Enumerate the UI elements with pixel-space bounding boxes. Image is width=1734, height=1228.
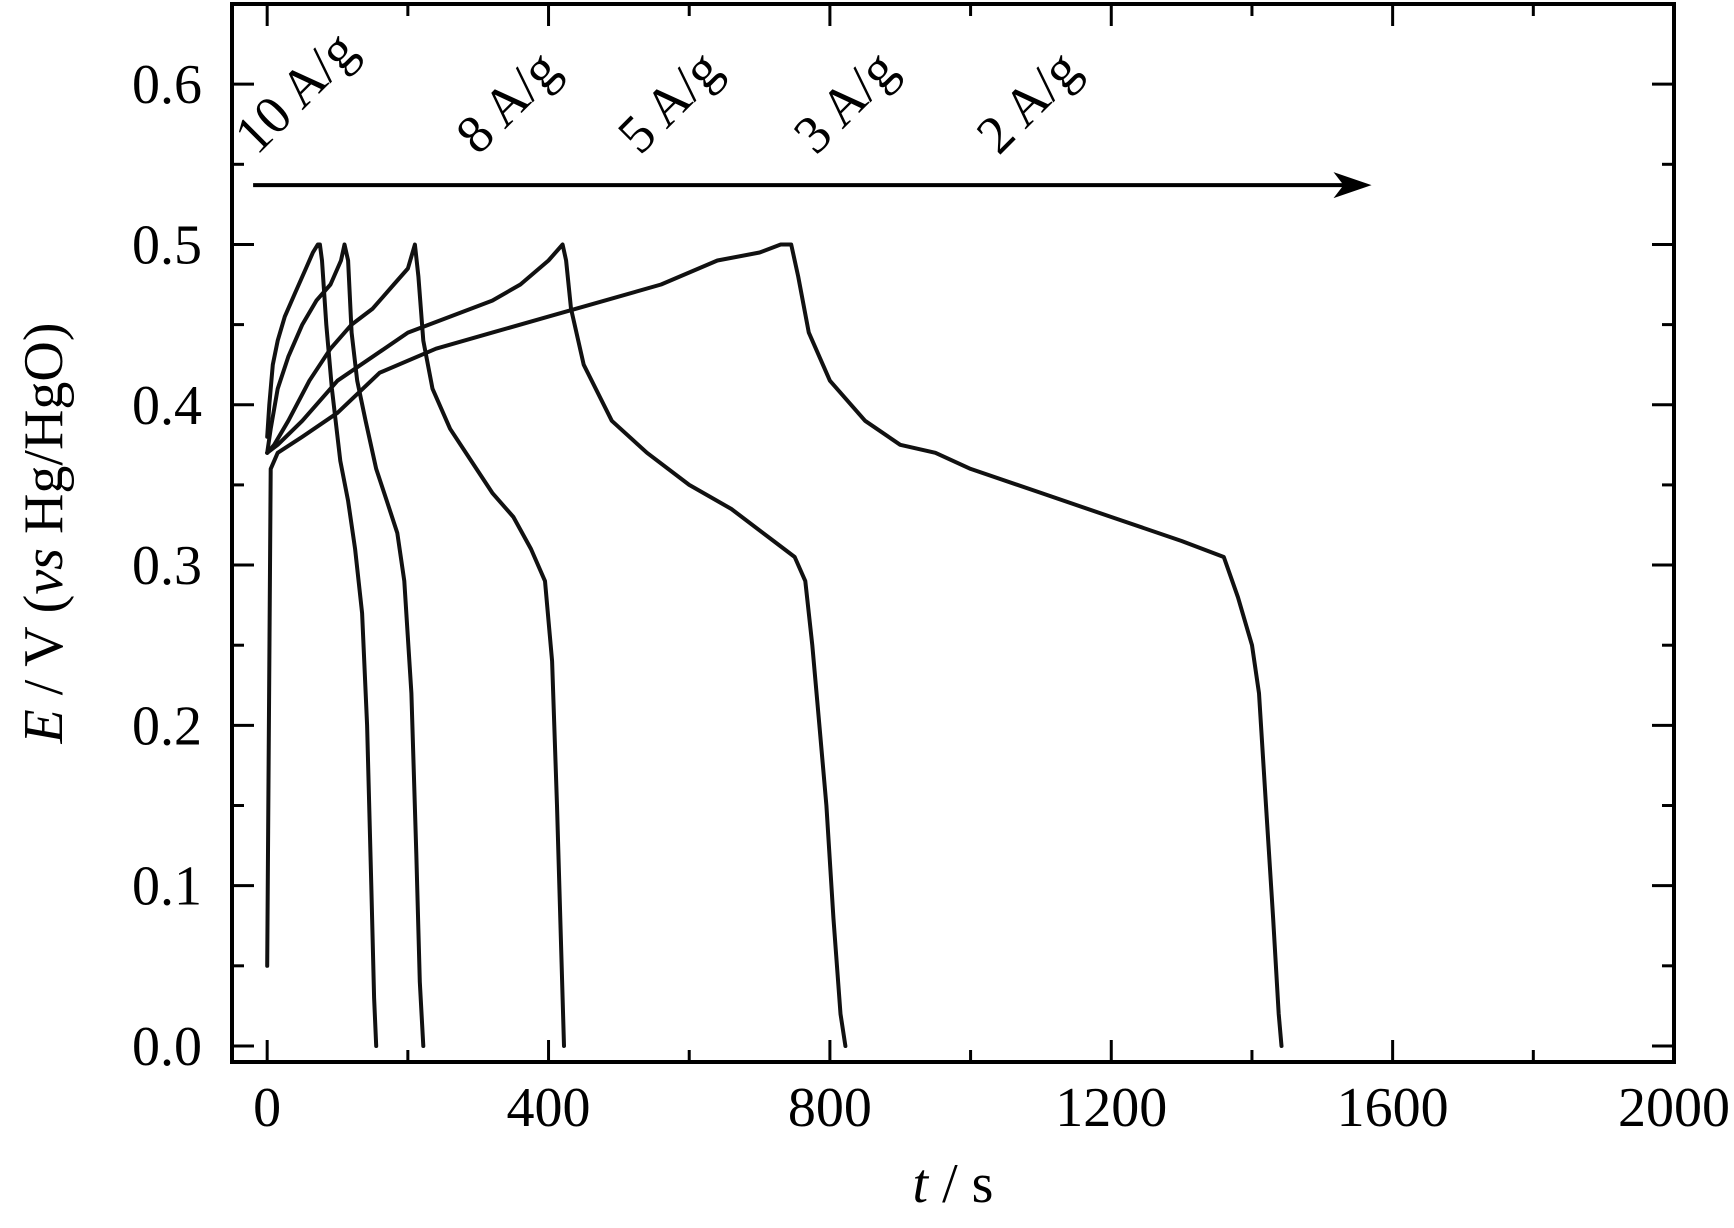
curve-label-3: 5 A/g [606,39,732,165]
x-axis-unit: / s [928,1153,993,1215]
curve-label-2: 8 A/g [444,39,570,165]
series-line-1 [265,242,379,1048]
y-tick-label: 0.5 [132,214,202,276]
x-tick-label: 800 [788,1077,872,1139]
arrow-layer [253,172,1372,199]
y-axis-reference-vs: vs [13,548,75,595]
series-line-5 [265,242,1284,1048]
series-line-4 [265,242,848,1048]
y-axis-reference-electrode: Hg/HgO) [13,322,75,548]
curve-label-5: 2 A/g [965,39,1091,165]
ticks-layer [232,2,1676,1062]
curve-labels-layer: 10 A/g 8 A/g 5 A/g 3 A/g 2 A/g [223,19,1091,164]
y-tick-label: 0.0 [132,1016,202,1078]
x-tick-label: 2000 [1618,1077,1730,1139]
x-axis-variable: t [913,1153,930,1215]
curves-layer [265,242,1284,1048]
y-tick-label: 0.2 [132,695,202,757]
direction-arrow-head [1333,172,1372,199]
plot-frame [230,2,1676,1064]
x-tick-label: 1600 [1337,1077,1449,1139]
y-tick-label: 0.6 [132,54,202,116]
y-axis-title: E / V (vs Hg/HgO) [13,322,75,744]
y-axis-variable: E [13,709,75,744]
curve-label-4: 3 A/g [782,39,908,165]
x-tick-label: 0 [253,1077,281,1139]
y-tick-label: 0.3 [132,535,202,597]
tick-labels-layer: 0 400 800 1200 1600 2000 0.0 0.1 0.2 0.3 0.4 0.5 0.6 [132,54,1730,1139]
x-tick-label: 1200 [1055,1077,1167,1139]
series-line-2 [265,242,426,1048]
x-axis-title: t / s [913,1153,994,1215]
curve-label-1: 10 A/g [223,19,368,164]
series-line-3 [265,242,566,1048]
y-tick-label: 0.4 [132,375,202,437]
y-tick-label: 0.1 [132,856,202,918]
x-tick-label: 400 [507,1077,591,1139]
y-axis-unit: / V ( [13,595,75,710]
